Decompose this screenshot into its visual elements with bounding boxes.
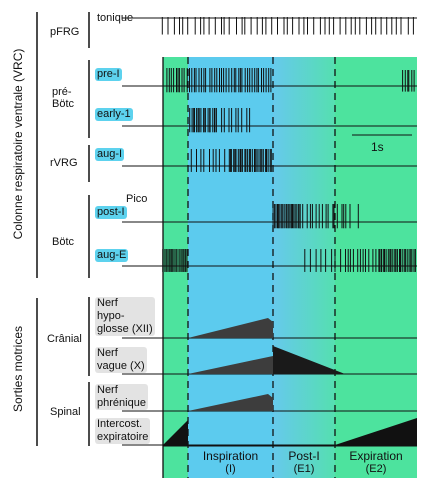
trace-label-tonique: tonique [97, 12, 134, 24]
group-spinal: Spinal [50, 406, 81, 418]
trace-label-x: Nerf vague (X) [95, 347, 147, 373]
group-rvrg: rVRG [50, 157, 78, 169]
phase-inspiration: Inspiration (I) [188, 450, 273, 476]
group-botc: Bötc [52, 236, 75, 248]
phase-expiration-name: Expiration [349, 449, 403, 463]
envelope-x-post [273, 346, 345, 374]
envelope-xii [188, 318, 273, 338]
envelope-intercost-right [335, 418, 417, 445]
phase-inspiration-name: Inspiration [202, 449, 259, 463]
trace-label-pico: Pico [126, 193, 148, 205]
scale-bar-label: 1s [371, 140, 384, 154]
trace-label-early-i: early-1 [95, 108, 133, 121]
trace-label-xii: Nerf hypo- glosse (XII) [95, 297, 155, 336]
envelope-phrenic [188, 394, 273, 411]
group-prebotc: pré- Bötc [52, 86, 75, 110]
trace-label-aug-e: aug-E [95, 249, 129, 262]
envelope-intercost-left [163, 420, 188, 445]
group-pfrg: pFRG [50, 26, 80, 38]
motor-outputs-label: Sorties motrices [11, 325, 25, 413]
trace-label-phrenic: Nerf phrénique [95, 384, 148, 410]
trace-label-post-i: post-I [95, 206, 127, 219]
phase-inspiration-code: (I) [225, 463, 236, 475]
phase-expiration-code: (E2) [365, 463, 387, 475]
trace-label-aug-i: aug-I [95, 148, 125, 161]
vrc-label: Colonne respiratoire ventrale (VRC) [11, 48, 25, 240]
phase-post-i: Post-I (E1) [273, 450, 335, 476]
phase-post-i-code: (E1) [293, 463, 315, 475]
post-inspiration-band [273, 57, 335, 478]
trace-label-pre-i: pre-I [95, 68, 122, 81]
envelope-x-insp [188, 356, 273, 374]
phase-post-i-name: Post-I [288, 449, 320, 463]
phase-expiration: Expiration (E2) [335, 450, 417, 476]
trace-label-intercost: Intercost. expiratoire [95, 418, 151, 444]
group-cranial: Crânial [47, 333, 82, 345]
